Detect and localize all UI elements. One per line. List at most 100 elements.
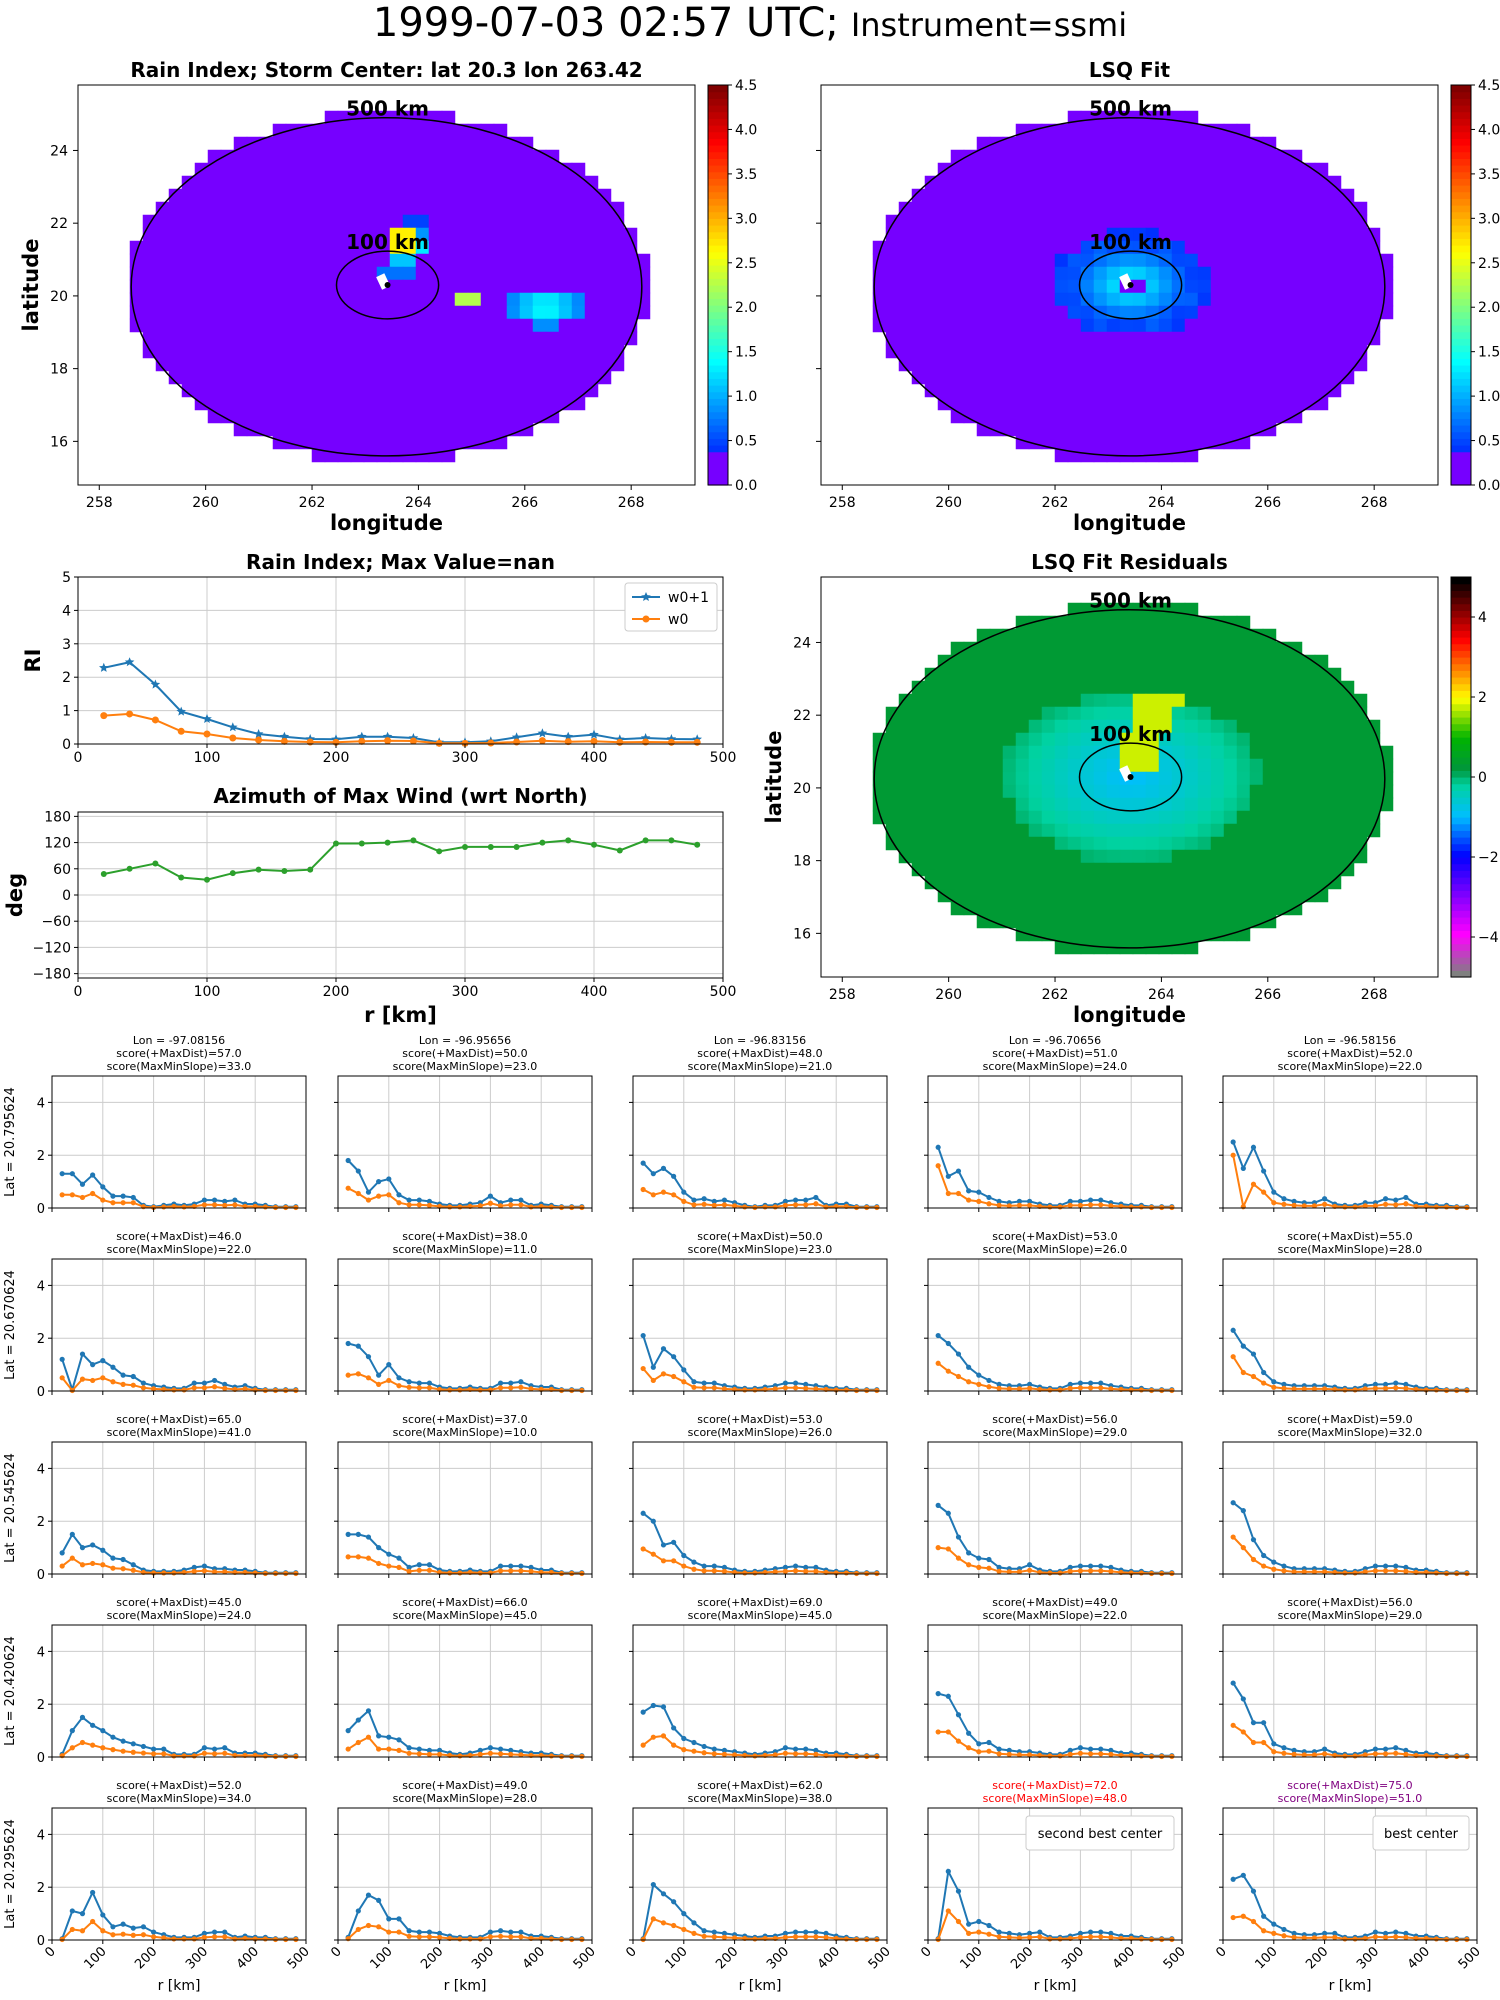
map-cell [1080,875,1095,890]
data-point [1382,1201,1389,1207]
data-point [681,1735,687,1742]
map-cell [1236,667,1251,682]
map-cell [181,331,196,346]
map-cell [207,240,222,255]
map-cell [376,409,391,424]
map-cell [441,409,456,424]
map-cell [1028,732,1043,747]
map-cell [1236,914,1251,929]
data-point [181,1387,187,1393]
map-cell [1093,383,1108,398]
xtick-label: 200 [713,1944,741,1972]
data-point [69,1192,75,1198]
score-maxdist: score(+MaxDist)=69.0 [697,1596,822,1609]
map-cell [963,253,978,268]
map-cell [324,240,339,255]
map-cell [1171,123,1186,138]
map-cell [519,383,534,398]
map-cell [1119,680,1134,695]
colorbar-segment [1451,877,1471,885]
map-cell [1327,797,1342,812]
data-point [671,1742,677,1748]
xtick-label: 400 [1110,1944,1138,1972]
map-cell [911,810,926,825]
data-point [1108,1203,1114,1209]
score-row-label: Lat = 20.795624 [3,1087,18,1197]
map-cell [1223,719,1238,734]
axes-frame [632,1441,888,1575]
map-cell [467,123,482,138]
map-cell [963,693,978,708]
map-cell [545,227,560,242]
map-cell [1366,253,1381,268]
map-cell [1119,641,1134,656]
map-cell [950,240,965,255]
map-cell [1093,162,1108,177]
data-point [792,1751,799,1757]
map-cell [1054,888,1069,903]
map-cell [1262,240,1277,255]
map-cell [1171,823,1186,838]
data-point [558,1204,565,1211]
data-point [660,1891,667,1897]
map-cell [1080,745,1095,760]
map-cell [1158,784,1173,799]
data-point [1372,1934,1378,1940]
data-point [376,1545,382,1551]
map-cell [1210,706,1225,721]
map-cell [1171,810,1186,825]
map-cell [1145,615,1160,630]
map-cell [1145,188,1160,203]
map-cell [937,227,952,242]
map-cell [1184,615,1199,630]
map-cell [376,422,391,437]
colorbar-segment [1451,703,1471,711]
map-cell [1236,797,1251,812]
data-point [508,1197,514,1203]
data-point [1271,1741,1277,1747]
map-cell [1041,149,1056,164]
map-cell [1015,680,1030,695]
data-point [79,1562,86,1568]
axes-background [928,1259,1182,1391]
data-point [1067,1751,1073,1757]
map-cell [1106,292,1121,307]
data-point [955,1712,962,1718]
map-cell [285,149,300,164]
map-cell [428,357,443,372]
map-cell [428,409,443,424]
data-point [711,1563,717,1569]
data-point [1240,1872,1246,1878]
map-cell [311,279,326,294]
score-maxdist: score(+MaxDist)=52.0 [1287,1047,1412,1060]
map-cell [976,706,991,721]
map-cell [1028,266,1043,281]
data-point [660,1542,667,1548]
data-point [90,1172,96,1178]
map-cell [1314,266,1329,281]
map-cell [519,370,534,385]
map-cell [1093,680,1108,695]
data-point [721,1930,728,1936]
map-cell [976,693,991,708]
map-cell [1145,862,1160,877]
map-cell [623,266,638,281]
map-cell [1145,370,1160,385]
map-cell [1145,123,1160,138]
map-cell [311,240,326,255]
map-cell [220,370,235,385]
map-cell [1275,810,1290,825]
map-cell [1054,318,1069,333]
map-cell [272,188,287,203]
data-point [161,1751,167,1757]
colorbar-segment [708,245,728,253]
map-cell [1223,771,1238,786]
map-cell [1080,422,1095,437]
map-cell [1067,136,1082,151]
data-point [255,736,263,744]
data-point [691,1197,697,1203]
data-point [100,1547,106,1553]
map-cell [1249,292,1264,307]
data-point [803,1385,809,1391]
data-point [823,1930,829,1936]
